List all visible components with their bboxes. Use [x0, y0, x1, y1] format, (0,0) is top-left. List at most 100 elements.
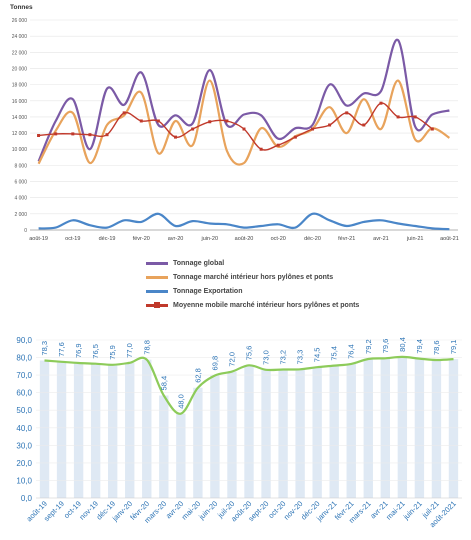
legend-label-moyenne: Moyenne mobile marché intérieur hors pyl… — [173, 302, 360, 309]
y-tick-label: 0 — [24, 228, 27, 234]
y-tick-label: 8 000 — [14, 163, 27, 169]
x-tick-label: août-20 — [235, 236, 254, 242]
x-tick-label: juin-20 — [201, 236, 219, 242]
legend-item-export: Tonnage Exportation — [146, 285, 446, 298]
legend-swatch-moyenne — [146, 302, 168, 308]
y-tick-label: 90,0 — [16, 336, 32, 345]
data-label: 79,4 — [415, 339, 424, 354]
x-tick-label: févr-21 — [338, 236, 355, 242]
value-bar — [39, 360, 50, 498]
series-point-moyenne — [105, 133, 109, 137]
y-axis-title: Tonnes — [10, 4, 33, 11]
data-label: 80,4 — [398, 337, 407, 352]
data-label: 79,2 — [364, 339, 373, 354]
x-tick-label: juin-21 — [401, 499, 424, 522]
value-bar — [159, 395, 169, 498]
value-bar — [380, 358, 391, 498]
data-label: 75,6 — [245, 346, 254, 361]
legend-item-interieur: Tonnage marché intérieur hors pylônes et… — [146, 271, 446, 284]
y-tick-label: 14 000 — [12, 115, 28, 121]
legend-label-interieur: Tonnage marché intérieur hors pylônes et… — [173, 274, 334, 281]
value-bar — [142, 359, 152, 498]
data-label: 73,2 — [279, 350, 288, 365]
x-tick-label: avr-21 — [373, 236, 389, 242]
series-point-moyenne — [156, 119, 160, 123]
legend-swatch-global — [146, 262, 168, 265]
data-label: 79,6 — [381, 339, 390, 354]
series-line-global — [37, 38, 450, 162]
y-tick-label: 12 000 — [12, 131, 28, 137]
data-label: 48,0 — [176, 394, 185, 409]
series-point-moyenne — [37, 134, 41, 137]
data-label: 76,5 — [91, 344, 100, 359]
value-bar — [363, 358, 373, 498]
value-bar — [210, 375, 220, 498]
series-point-moyenne — [259, 147, 263, 151]
x-tick-label: juin-20 — [196, 499, 219, 522]
value-bar — [73, 362, 84, 498]
x-tick-label: déc-19 — [99, 236, 116, 242]
y-tick-label: 26 000 — [12, 18, 28, 24]
value-bar — [56, 361, 67, 498]
value-bar — [397, 356, 408, 498]
legend-item-global: Tonnage global — [146, 257, 446, 270]
x-tick-label: mai-21 — [384, 499, 407, 522]
series-point-moyenne — [139, 119, 143, 123]
y-tick-label: 20,0 — [16, 459, 32, 468]
y-tick-label: 70,0 — [16, 371, 32, 380]
y-tick-label: 10 000 — [12, 147, 28, 153]
y-tick-label: 20 000 — [12, 66, 28, 72]
series-point-moyenne — [310, 127, 314, 131]
tonnage-line-chart: Tonnes 0 2 000 4 000 6 000 8 000 10 000 12 000… — [10, 4, 459, 242]
series-point-moyenne — [328, 123, 332, 127]
legend-item-moyenne: Moyenne mobile marché intérieur hors pyl… — [146, 299, 446, 312]
y-tick-label: 24 000 — [12, 34, 28, 40]
value-bar — [431, 360, 442, 498]
series-point-moyenne — [174, 135, 178, 139]
y-tick-label: 2 000 — [14, 212, 27, 218]
value-bar — [125, 362, 135, 498]
data-label: 69,8 — [210, 356, 219, 371]
value-bar — [329, 365, 339, 498]
x-tick-label: déc-20 — [304, 236, 321, 242]
x-tick-label: mai-20 — [180, 499, 203, 522]
data-label: 79,1 — [449, 340, 458, 355]
series-point-moyenne — [208, 120, 212, 124]
series-point-moyenne — [293, 135, 297, 139]
series-point-moyenne — [122, 111, 126, 115]
series-point-moyenne — [276, 143, 280, 147]
y-tick-label: 50,0 — [16, 406, 32, 415]
legend-label-export: Tonnage Exportation — [173, 288, 243, 295]
data-label: 78,6 — [432, 340, 441, 355]
series-point-moyenne — [430, 127, 434, 131]
chart-legend: Tonnage global Tonnage marché intérieur … — [146, 257, 446, 313]
data-label: 77,6 — [57, 342, 66, 357]
series-point-moyenne — [191, 127, 195, 131]
index-line-chart: 0,010,020,030,040,050,060,070,080,090,0 … — [16, 336, 462, 529]
y-tick-label: 4 000 — [14, 196, 27, 202]
y-tick-label: 80,0 — [16, 354, 32, 363]
value-bar — [346, 363, 356, 498]
legend-label-global: Tonnage global — [173, 260, 225, 267]
y-tick-label: 16 000 — [12, 99, 28, 105]
series-line-export — [38, 212, 450, 231]
data-label: 76,4 — [347, 344, 356, 359]
data-label: 77,0 — [125, 343, 134, 358]
series-point-moyenne — [88, 133, 92, 137]
series-point-moyenne — [242, 127, 246, 131]
value-bar — [176, 413, 186, 498]
y-tick-label: 60,0 — [16, 389, 32, 398]
series-point-moyenne — [54, 132, 58, 136]
data-label: 75,9 — [108, 345, 117, 360]
data-label: 72,0 — [227, 352, 236, 367]
series-point-moyenne — [413, 115, 417, 119]
value-bar — [278, 369, 288, 498]
data-label: 73,3 — [296, 350, 305, 365]
series-line-interieur — [37, 79, 451, 166]
value-bar — [107, 364, 118, 498]
x-tick-label: oct-19 — [65, 236, 80, 242]
value-bar — [193, 387, 203, 498]
y-tick-label: 40,0 — [16, 424, 32, 433]
value-bar — [312, 367, 322, 498]
